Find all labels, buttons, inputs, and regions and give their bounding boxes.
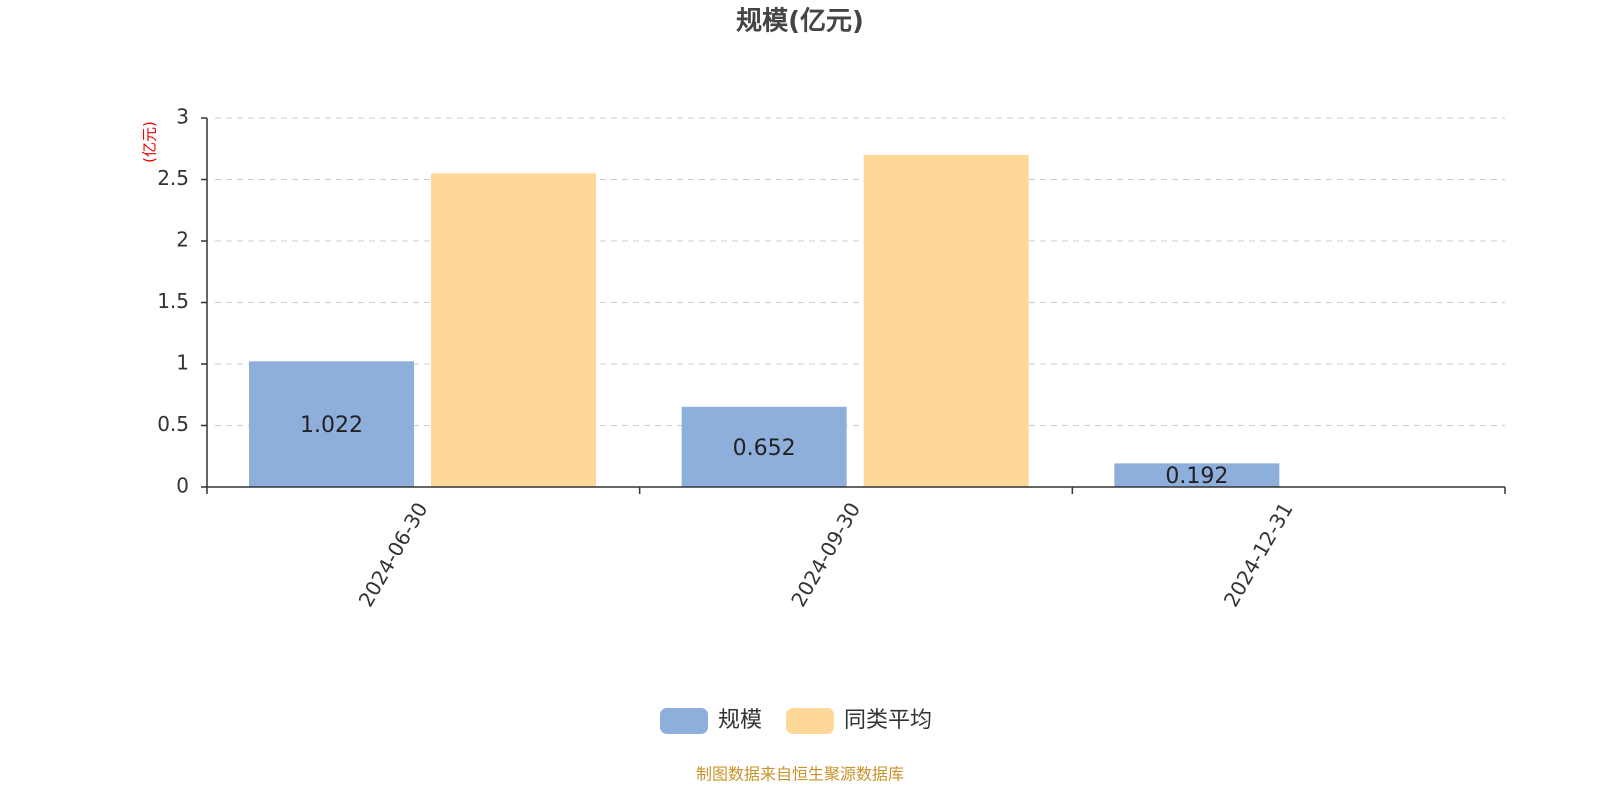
y-tick-label: 2 (176, 228, 189, 252)
bar (431, 173, 596, 487)
data-label: 0.192 (1165, 464, 1228, 489)
bar (863, 154, 1029, 487)
y-axis-label: (亿元) (141, 121, 159, 163)
legend-label: 同类平均 (844, 708, 932, 733)
legend-swatch (660, 708, 708, 734)
y-tick-label: 1.5 (157, 289, 189, 313)
bar (1114, 463, 1280, 487)
x-tick-label: 2024-09-30 (786, 498, 865, 611)
data-label: 0.652 (733, 436, 796, 461)
data-label: 1.022 (300, 413, 363, 438)
y-tick-label: 0.5 (157, 412, 189, 436)
y-tick-label: 3 (176, 105, 189, 129)
legend-swatch (786, 708, 834, 734)
x-tick-label: 2024-06-30 (354, 498, 433, 611)
x-tick-label: 2024-12-31 (1219, 498, 1298, 611)
bar (681, 406, 847, 487)
y-tick-label: 2.5 (157, 166, 189, 190)
legend-label: 规模 (718, 708, 762, 733)
footer: 制图数据来自恒生聚源数据库 (696, 765, 904, 784)
y-tick-label: 0 (176, 474, 189, 498)
bar (249, 361, 414, 487)
y-tick-label: 1 (176, 351, 189, 375)
chart-title: 规模(亿元) (736, 7, 864, 37)
